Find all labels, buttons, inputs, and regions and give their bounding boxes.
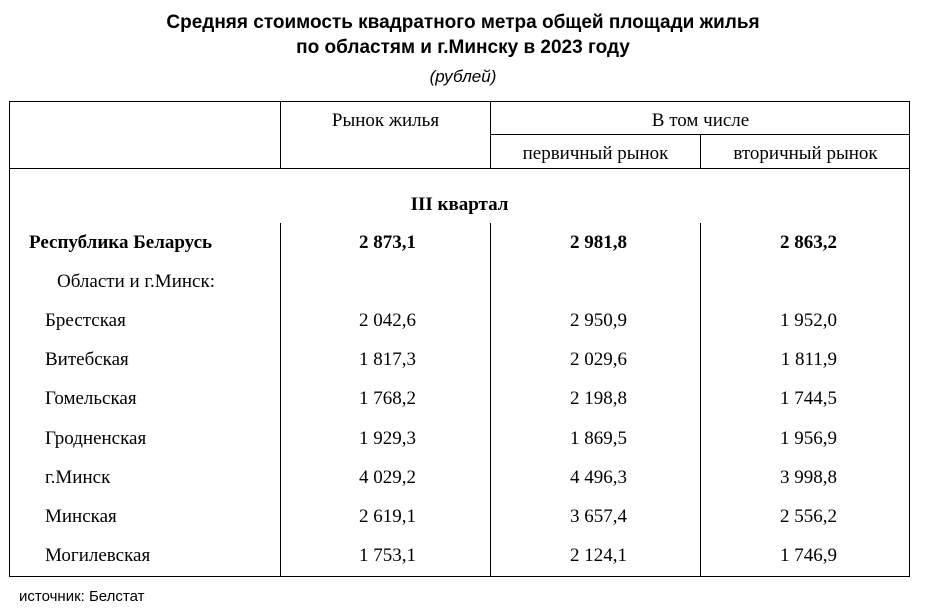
row-market: 2 619,1 (359, 506, 416, 527)
header-primary: первичный рынок (522, 143, 669, 164)
header-subrule (490, 134, 910, 135)
header-including: В том числе (651, 110, 750, 131)
row-primary: 3 657,4 (570, 506, 627, 527)
row-secondary: 1 746,9 (780, 545, 837, 566)
column-divider-market (280, 101, 281, 168)
row-secondary: 1 744,5 (780, 388, 837, 409)
title-line-1: Средняя стоимость квадратного метра обще… (166, 12, 760, 33)
row-secondary: 1 811,9 (780, 349, 837, 370)
row-market: 1 929,3 (359, 428, 416, 449)
row-market: 1 817,3 (359, 349, 416, 370)
row-name: Гродненская (45, 428, 147, 449)
column-divider-market-body (280, 223, 281, 577)
regions-label: Области и г.Минск: (57, 271, 215, 292)
row-secondary: 1 956,9 (780, 428, 837, 449)
row-name: Витебская (45, 349, 129, 370)
row-name: Гомельская (45, 388, 137, 409)
row-primary: 1 869,5 (570, 428, 627, 449)
unit-label: (рублей) (429, 67, 497, 86)
header-market: Рынок жилья (331, 110, 440, 131)
row-primary: 2 198,8 (570, 388, 627, 409)
row-secondary: 3 998,8 (780, 467, 837, 488)
row-primary: 2 124,1 (570, 545, 627, 566)
total-row-primary: 2 981,8 (570, 232, 627, 253)
column-divider-secondary-body (700, 223, 701, 577)
table-title: Средняя стоимость квадратного метра обще… (0, 10, 926, 60)
column-divider-primary-body (490, 223, 491, 577)
row-name: г.Минск (45, 467, 111, 488)
row-market: 2 042,6 (359, 310, 416, 331)
row-secondary: 2 556,2 (780, 506, 837, 527)
source-note: источник: Белстат (19, 588, 145, 605)
row-primary: 2 029,6 (570, 349, 627, 370)
header-bottom-rule (9, 168, 910, 169)
total-row-secondary: 2 863,2 (780, 232, 837, 253)
section-heading: III квартал (410, 194, 509, 215)
title-line-2: по областям и г.Минску в 2023 году (296, 37, 630, 58)
row-market: 1 753,1 (359, 545, 416, 566)
row-market: 1 768,2 (359, 388, 416, 409)
total-row-name: Республика Беларусь (29, 232, 213, 253)
total-row-market: 2 873,1 (359, 232, 416, 253)
row-name: Брестская (45, 310, 126, 331)
row-name: Могилевская (45, 545, 151, 566)
row-primary: 4 496,3 (570, 467, 627, 488)
column-divider-secondary (700, 134, 701, 168)
header-secondary: вторичный рынок (733, 143, 878, 164)
row-market: 4 029,2 (359, 467, 416, 488)
row-secondary: 1 952,0 (780, 310, 837, 331)
row-primary: 2 950,9 (570, 310, 627, 331)
row-name: Минская (45, 506, 117, 527)
price-table (9, 101, 910, 577)
